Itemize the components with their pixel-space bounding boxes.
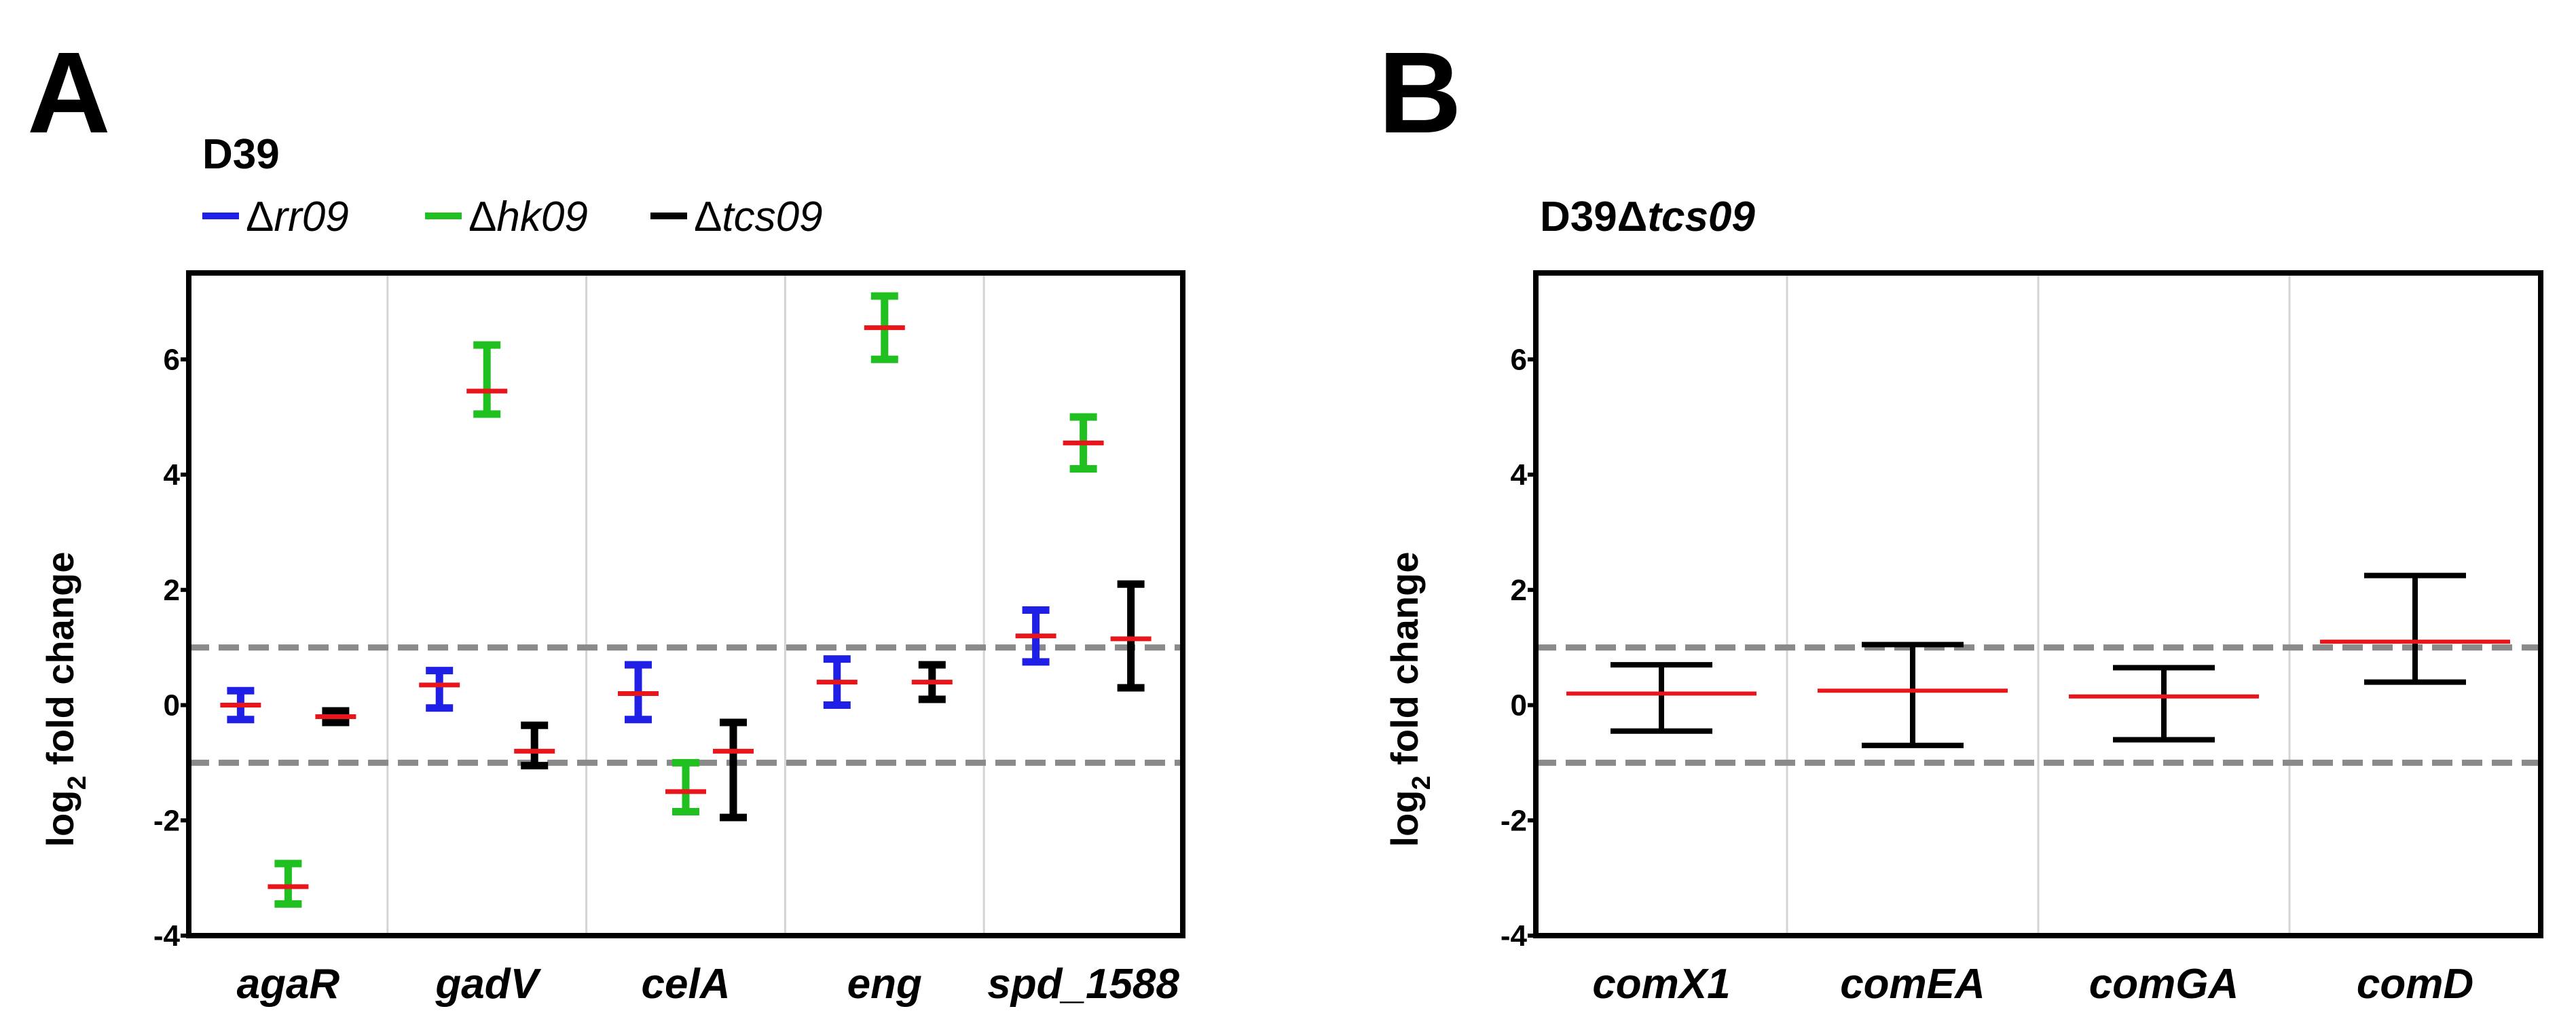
panel-b-errorbar xyxy=(2320,572,2510,685)
panel-a-category-label: spd_1588 xyxy=(987,961,1179,1008)
panel-a-errorbar xyxy=(864,292,905,363)
panel-a-errorbar xyxy=(419,667,460,712)
legend-label-hk09: Δhk09 xyxy=(468,194,588,240)
panel-b-y-tick-label: -2 xyxy=(1501,804,1527,837)
panel-a-ylabel-rest: fold change xyxy=(39,552,81,776)
panel-a-errorbar xyxy=(713,718,754,822)
panel-b-y-tick-label: 0 xyxy=(1511,689,1527,722)
panel-b-frame xyxy=(1533,270,2543,938)
panel-b-category-label: comD xyxy=(2357,961,2473,1008)
panel-b-title: D39Δtcs09 xyxy=(1540,194,1755,240)
panel-a-category-label: eng xyxy=(847,961,922,1008)
panel-a-y-tick-label: -4 xyxy=(153,919,181,953)
panel-a-errorbar xyxy=(220,686,261,724)
panel-a-category-label: gadV xyxy=(435,961,541,1008)
panel-a: A D39 Δrr09 Δhk09 Δtcs09 log2 fold chang… xyxy=(27,29,1185,1008)
legend-delta-tcs09: Δ xyxy=(694,194,722,240)
panel-b-title-strain: D39 xyxy=(1540,194,1617,240)
panel-a-legend: Δrr09 Δhk09 Δtcs09 xyxy=(202,194,823,240)
legend-delta-rr09: Δ xyxy=(246,194,274,240)
panel-b-title-gene: tcs09 xyxy=(1647,194,1755,240)
panel-a-errorbar xyxy=(315,707,356,726)
legend-name-hk09: hk09 xyxy=(496,194,587,240)
panel-b-ylabel: log2 fold change xyxy=(1383,552,1436,847)
panel-a-ylabel-sub: 2 xyxy=(63,775,92,790)
panel-b-plot-area: -4 -2 0 2 4 6 comX1 comEA comGA comD xyxy=(1501,273,2541,1008)
panel-b-category-label: comX1 xyxy=(1592,961,1730,1008)
panel-b-errorbar xyxy=(1566,662,1756,734)
legend-item-hk09: Δhk09 xyxy=(425,194,588,240)
panel-a-errorbar xyxy=(665,758,706,816)
panel-a-y-tick-label: 6 xyxy=(164,343,180,376)
panel-a-errorbar xyxy=(816,655,858,710)
legend-item-tcs09: Δtcs09 xyxy=(650,194,823,240)
panel-b-y-tick-label: 6 xyxy=(1511,343,1527,376)
panel-a-errorbar xyxy=(514,721,555,770)
panel-b-category-label: comEA xyxy=(1840,961,1985,1008)
panel-a-frame xyxy=(186,270,1185,938)
panel-a-y-tick-label: 4 xyxy=(164,458,181,492)
panel-b: B D39Δtcs09 log2 fold change -4-20246com… xyxy=(1378,29,2543,1008)
panel-b-letter: B xyxy=(1378,29,1462,158)
panel-b-y-tick-label: 4 xyxy=(1511,458,1528,492)
panel-b-category-label: comGA xyxy=(2089,961,2239,1008)
panel-b-ylabel-log: log xyxy=(1383,790,1426,847)
legend-item-rr09: Δrr09 xyxy=(202,194,349,240)
panel-a-ylabel: log2 fold change xyxy=(39,552,92,847)
panel-a-errorbar xyxy=(466,341,508,418)
legend-name-rr09: rr09 xyxy=(274,194,348,240)
panel-b-errorbar xyxy=(2069,665,2259,743)
panel-a-category-label: celA xyxy=(642,961,731,1008)
panel-a-category-label: agaR xyxy=(237,961,340,1008)
panel-b-y-tick-label: -4 xyxy=(1501,919,1528,953)
legend-label-tcs09: Δtcs09 xyxy=(694,194,823,240)
panel-a-y-tick-label: 2 xyxy=(164,574,180,607)
panel-a-plot-area: -4 -2 0 2 4 6 agaR gadV celA eng spd_1588 xyxy=(153,273,1183,1008)
panel-a-errorbar xyxy=(1015,606,1056,666)
legend-label-rr09: Δrr09 xyxy=(246,194,349,240)
panel-a-title: D39 xyxy=(202,131,280,178)
panel-b-title-delta: Δ xyxy=(1617,194,1648,240)
panel-a-errorbar xyxy=(1063,413,1104,473)
panel-b-errorbar xyxy=(1818,642,2008,748)
panel-b-ylabel-rest: fold change xyxy=(1383,552,1426,776)
panel-a-y-tick-label: 0 xyxy=(164,689,180,722)
legend-name-tcs09: tcs09 xyxy=(722,194,822,240)
panel-a-errorbar xyxy=(618,661,659,724)
legend-delta-hk09: Δ xyxy=(468,194,496,240)
panel-b-y-tick-label: 2 xyxy=(1511,574,1527,607)
panel-a-y-tick-label: -2 xyxy=(153,804,180,837)
panel-a-letter: A xyxy=(27,29,111,158)
panel-a-ylabel-log: log xyxy=(39,790,81,847)
panel-a-errorbar xyxy=(1110,580,1152,692)
panel-a-errorbar xyxy=(268,860,309,908)
panel-a-errorbar xyxy=(911,661,953,703)
panel-b-ylabel-sub: 2 xyxy=(1407,775,1436,790)
